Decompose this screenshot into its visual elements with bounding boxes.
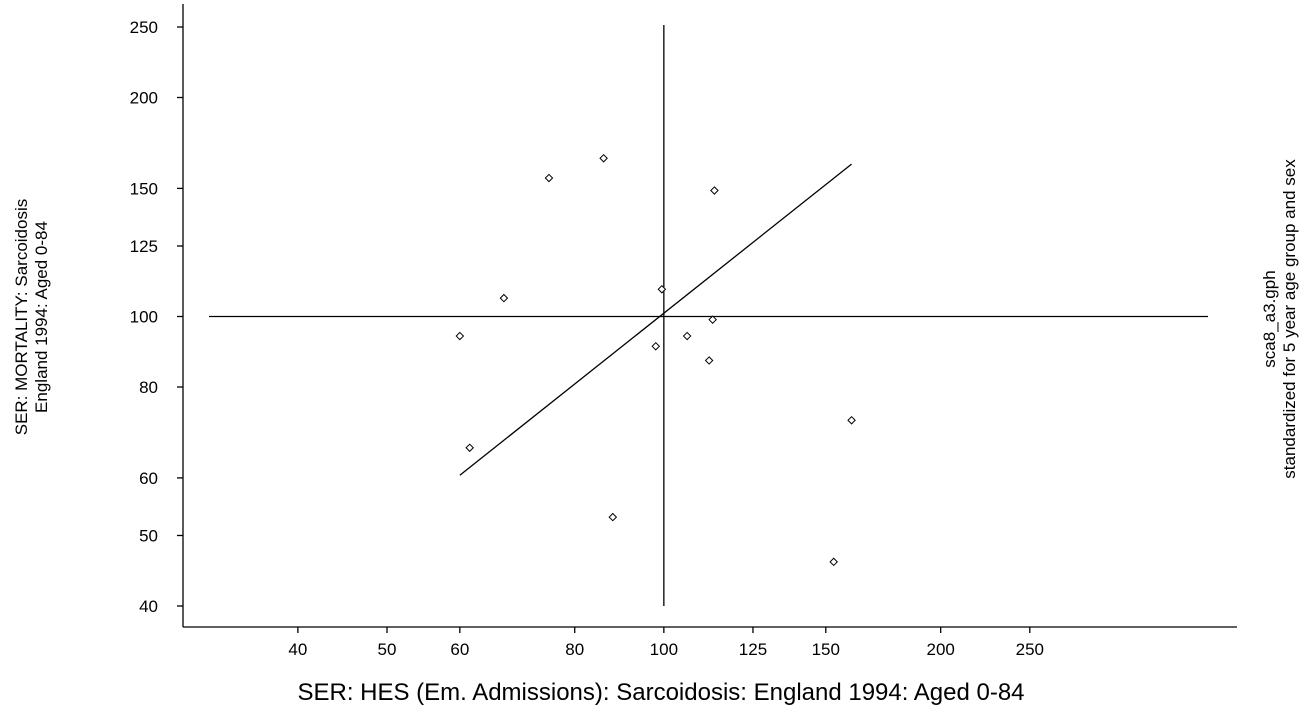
y-tick-label: 150 (130, 179, 158, 198)
right-note-group: sca8_a3.gph standardized for 5 year age … (1260, 159, 1299, 479)
y-tick-label: 60 (139, 469, 158, 488)
plot-frame (182, 4, 1237, 628)
y-tick-label: 200 (130, 89, 158, 108)
y-tick-label: 125 (130, 237, 158, 256)
data-point (499, 293, 509, 303)
x-ticks: 40 50 60 80 100 125 150 200 250 (288, 627, 1044, 659)
x-tick-label: 50 (378, 640, 397, 659)
x-axis-title: SER: HES (Em. Admissions): Sarcoidosis: … (297, 679, 1024, 706)
fit-line-group (459, 163, 852, 476)
x-tick-label: 40 (288, 640, 307, 659)
fit-line (459, 163, 852, 476)
y-tick-label: 100 (130, 308, 158, 327)
data-point (704, 356, 714, 365)
right-note-line-1: sca8_a3.gph (1260, 270, 1279, 367)
x-tick-label: 80 (565, 640, 584, 659)
x-tick-label: 250 (1016, 640, 1044, 659)
y-tick-label: 40 (139, 597, 158, 616)
y-axis-title-line-1: SER: MORTALITY: Sarcoidosis (12, 199, 31, 436)
y-axis-title-group: SER: MORTALITY: Sarcoidosis England 1994… (12, 199, 51, 436)
y-axis-title-line-2: England 1994: Aged 0-84 (32, 221, 51, 413)
data-point (708, 315, 717, 324)
reference-lines (209, 25, 1208, 606)
data-point (847, 415, 856, 425)
data-point (651, 341, 661, 351)
y-ticks: 40 50 60 80 100 125 150 200 250 (130, 18, 183, 616)
x-tick-label: 60 (450, 640, 469, 659)
data-point (608, 512, 618, 522)
data-point (829, 557, 839, 567)
y-tick-label: 250 (130, 18, 158, 37)
data-point (682, 331, 692, 341)
data-points (455, 153, 856, 567)
x-tick-label: 150 (812, 640, 840, 659)
data-point (657, 284, 667, 294)
x-tick-label: 100 (650, 640, 678, 659)
data-point (544, 173, 554, 183)
data-point (599, 153, 608, 163)
right-note-line-2: standardized for 5 year age group and se… (1280, 159, 1299, 479)
x-tick-label: 200 (926, 640, 954, 659)
y-tick-label: 50 (139, 526, 158, 545)
data-point (710, 186, 719, 195)
x-tick-label: 125 (739, 640, 767, 659)
y-tick-label: 80 (139, 378, 158, 397)
data-point (465, 443, 475, 453)
data-point (455, 331, 465, 341)
